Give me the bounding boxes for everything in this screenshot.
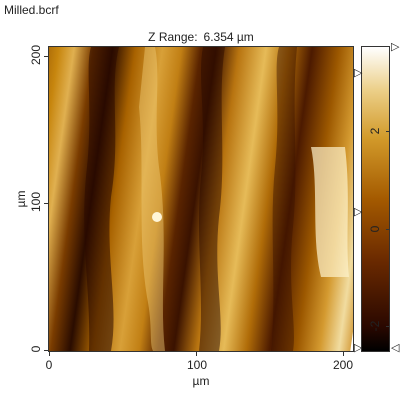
y-tick-label: 0 xyxy=(29,345,43,353)
y-axis-title: µm xyxy=(14,190,28,208)
colorbar-tick-mark xyxy=(386,229,390,230)
colorbar-tick-label: 2 xyxy=(368,127,382,135)
y-tick-mark xyxy=(44,203,48,204)
afm-height-map[interactable] xyxy=(49,47,353,351)
colorbar-tick-mark xyxy=(386,326,390,327)
x-tick-label: 0 xyxy=(45,358,53,372)
x-tick-mark xyxy=(343,352,344,356)
colorbar-gradient xyxy=(362,47,389,351)
x-tick-label: 100 xyxy=(186,358,208,372)
colorbar-frame xyxy=(361,46,390,352)
x-tick-mark xyxy=(49,352,50,356)
x-axis-title: µm xyxy=(192,374,210,388)
file-title: Milled.bcrf xyxy=(4,3,59,17)
colorbar-upper-clip-handle[interactable]: ▷ xyxy=(354,67,363,79)
height-colorbar[interactable] xyxy=(362,47,389,351)
colorbar-mid-handle[interactable]: ▷ xyxy=(354,206,363,218)
colorbar-upper-limit-handle[interactable]: ▷ xyxy=(391,41,400,53)
colorbar-tick-label: -2 xyxy=(368,320,382,332)
y-tick-mark xyxy=(44,350,48,351)
colorbar-tick-mark xyxy=(386,131,390,132)
x-tick-label: 200 xyxy=(332,358,354,372)
z-range-value: 6.354 µm xyxy=(203,30,254,44)
colorbar-tick-label: 0 xyxy=(368,225,382,233)
y-tick-mark xyxy=(44,56,48,57)
y-tick-label: 100 xyxy=(29,191,43,213)
colorbar-lower-clip-handle[interactable]: ▷ xyxy=(354,342,363,354)
y-tick-label: 200 xyxy=(29,44,43,66)
surface-texture xyxy=(49,47,353,351)
z-range-readout: Z Range: 6.354 µm xyxy=(48,30,354,44)
z-range-label: Z Range: xyxy=(148,30,198,44)
colorbar-lower-limit-handle[interactable]: ◁ xyxy=(391,342,400,354)
x-tick-mark xyxy=(196,352,197,356)
